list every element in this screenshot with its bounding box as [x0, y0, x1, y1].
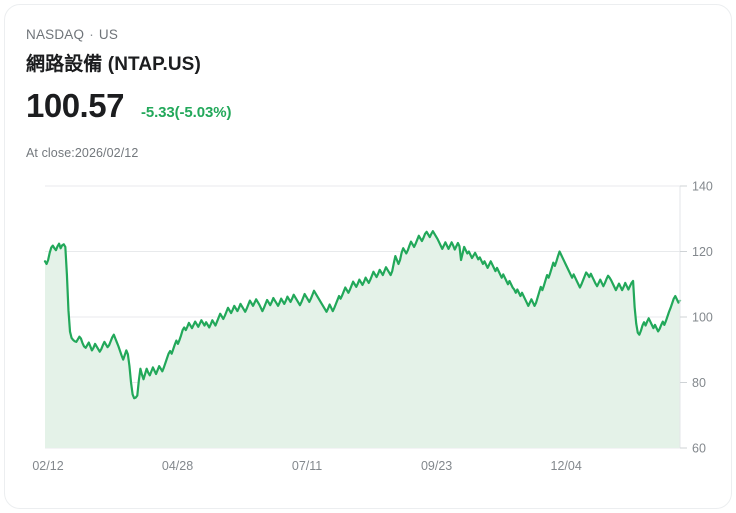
page-title: 網路設備 (NTAP.US)	[26, 54, 201, 75]
region-name: US	[98, 27, 119, 42]
chart-area-fill	[45, 231, 680, 448]
y-tick-label: 120	[692, 245, 713, 259]
chart-line	[43, 230, 682, 400]
y-axis-labels: 140 120 100 80 60	[680, 180, 713, 456]
price-change: -5.33(-5.03%)	[140, 104, 232, 121]
y-tick-label: 60	[692, 442, 706, 456]
x-tick-label: 02/12	[32, 459, 63, 473]
price-row: 100.57 -5.33(-5.03%)	[26, 89, 231, 122]
y-tick-label: 140	[692, 180, 713, 194]
y-tick-label: 100	[692, 311, 713, 325]
x-tick-label: 07/11	[292, 459, 322, 473]
y-tick-label: 80	[692, 376, 706, 390]
current-price: 100.57	[26, 87, 124, 124]
chart-svg: 140 120 100 80 60 02/12 04/28 07/11 09/23 12/04	[32, 180, 713, 474]
x-tick-label: 12/04	[551, 459, 582, 473]
x-tick-label: 09/23	[421, 459, 452, 473]
x-axis-labels: 02/12 04/28 07/11 09/23 12/04	[32, 459, 581, 473]
x-tick-label: 04/28	[162, 459, 193, 473]
price-chart[interactable]: 140 120 100 80 60 02/12 04/28 07/11 09/23 12/04	[5, 165, 731, 485]
at-close-timestamp: At close:2026/02/12	[26, 146, 139, 160]
separator-dot: ·	[89, 27, 94, 42]
stock-quote-card: NASDAQ · US 網路設備 (NTAP.US) 100.57 -5.33(-5…	[4, 4, 732, 509]
exchange-name: NASDAQ	[26, 27, 85, 42]
exchange-region: NASDAQ · US	[26, 27, 118, 42]
